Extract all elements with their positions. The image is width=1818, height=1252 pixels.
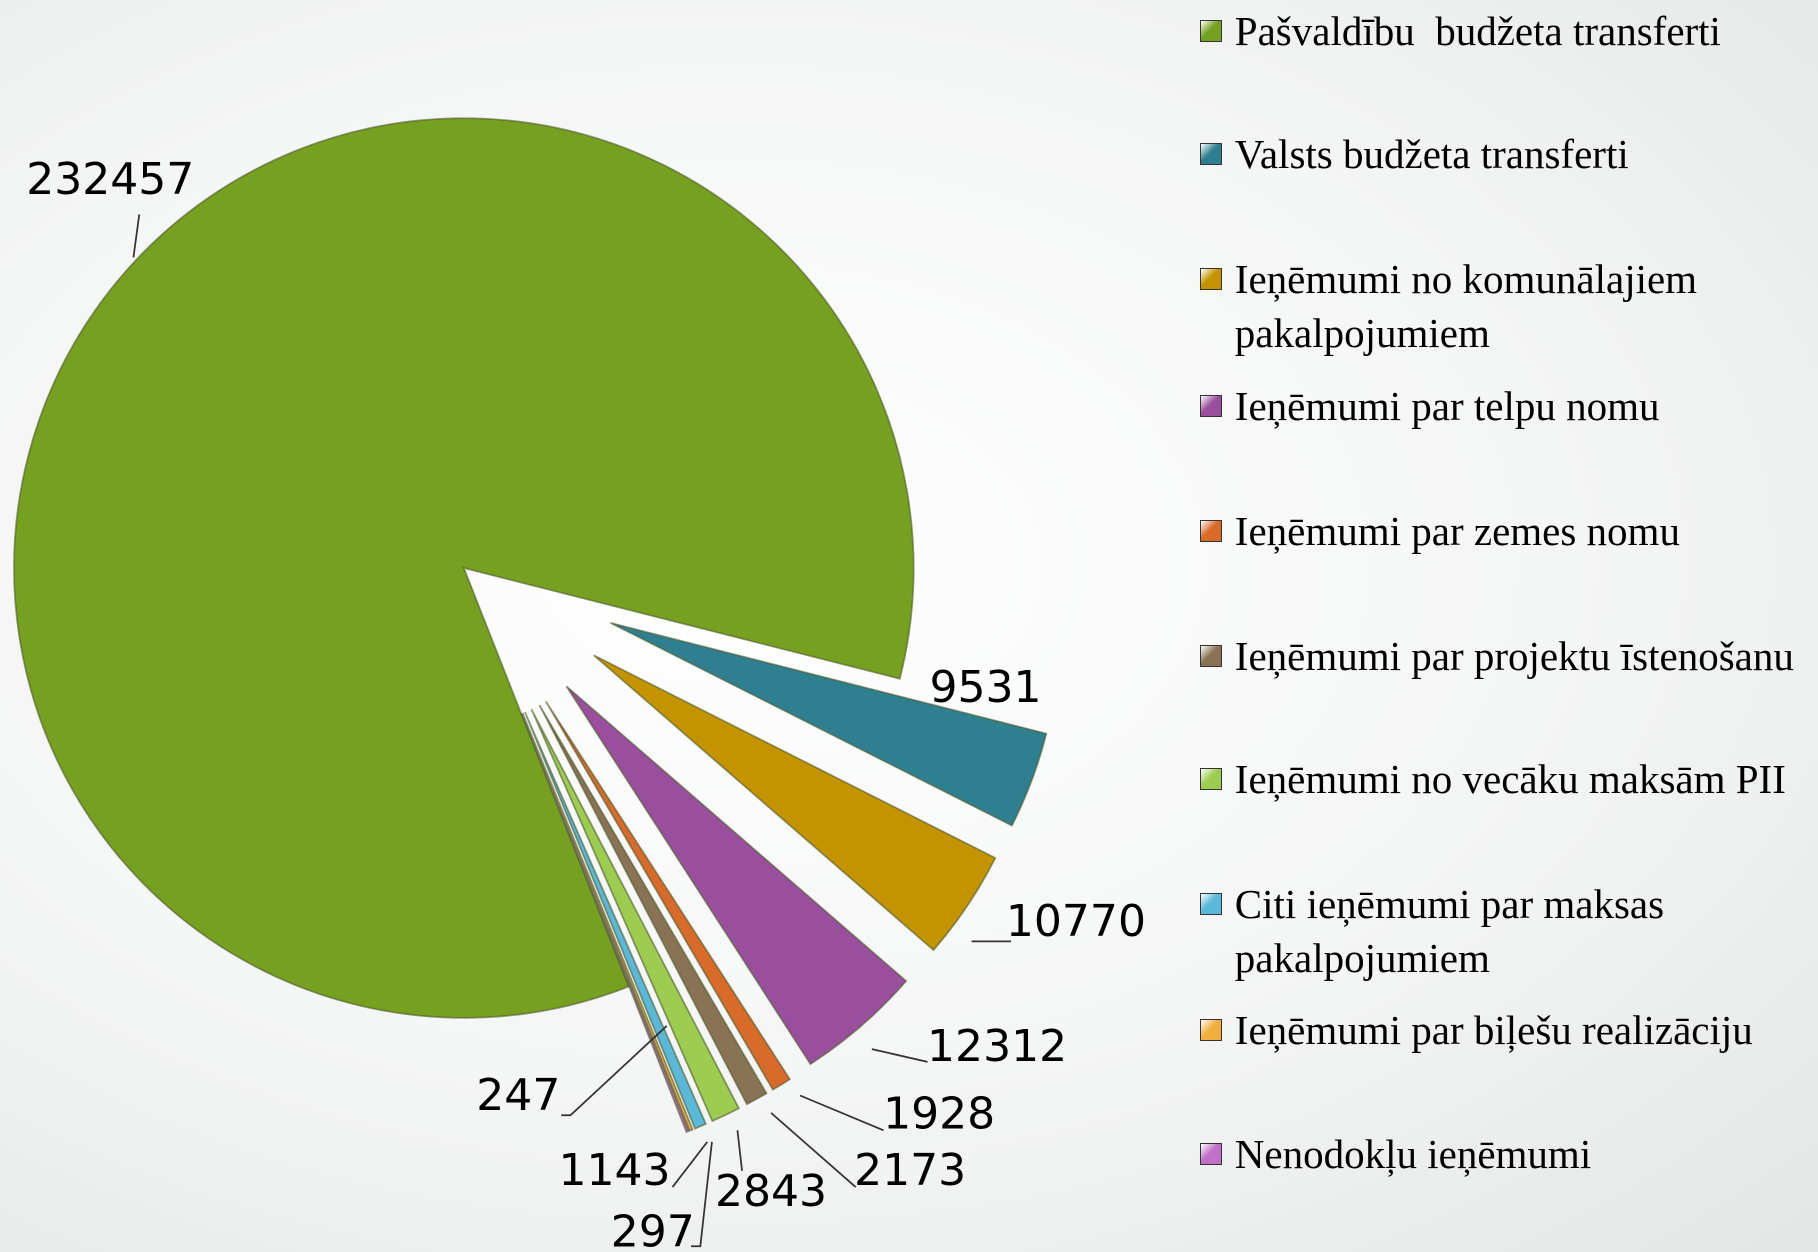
data-label: 247 [476,1070,560,1121]
leader-line [770,1112,857,1188]
pie-slice [593,654,997,952]
legend-label: Ieņēmumi par zemes nomu [1234,508,1680,555]
legend-swatch [1200,893,1223,916]
pie-slice [545,700,792,1091]
legend-swatch [1200,520,1223,543]
legend-swatch [1200,1018,1223,1041]
legend-swatch [1200,394,1223,417]
pie-slice [520,713,690,1134]
legend-label: Ieņēmumi par biļešu realizāciju [1234,1006,1753,1053]
data-label: 10770 [1006,896,1146,947]
legend-label: Ieņēmumi no vecāku maksām PII [1234,756,1786,803]
data-label: 2843 [715,1166,827,1217]
pie-slice [610,622,1048,827]
pie-slice [13,117,915,1019]
leader-line [691,1141,713,1248]
pie-slice [524,711,707,1130]
data-label: 12312 [927,1021,1067,1072]
legend-swatch [1200,143,1223,166]
legend-label: Ieņēmumi no komunālajiem pakalpojumiem [1234,256,1708,357]
legend-swatch [1200,1142,1223,1165]
data-label: 1928 [883,1088,995,1139]
data-label: 1143 [558,1145,670,1196]
pie-slice [521,712,694,1132]
pie-slice [538,704,768,1106]
leader-line [736,1130,743,1171]
legend-swatch [1200,20,1223,43]
legend-label: Ieņēmumi par telpu nomu [1234,382,1660,429]
legend-label: Nenodokļu ieņēmumi [1234,1130,1592,1177]
legend-label: Pašvaldību budžeta transferti [1234,8,1721,55]
legend-label: Ieņēmumi par projektu īstenošanu [1234,633,1794,680]
pie-slice [565,685,908,1066]
legend-swatch [1200,268,1223,291]
data-label: 232457 [26,154,194,205]
legend-swatch [1200,645,1223,668]
leader-line [671,1141,708,1188]
data-label: 297 [611,1207,695,1252]
leader-line [561,1025,668,1117]
data-label: 9531 [929,662,1041,713]
legend-label: Valsts budžeta transferti [1234,131,1629,178]
data-label: 2173 [854,1145,966,1196]
legend-label: Citi ieņēmumi par maksas pakalpojumiem [1234,881,1675,982]
leader-line [871,1048,928,1063]
leader-line [132,214,141,258]
leader-line [799,1094,884,1132]
legend-swatch [1200,768,1223,791]
pie-slice [530,708,741,1123]
